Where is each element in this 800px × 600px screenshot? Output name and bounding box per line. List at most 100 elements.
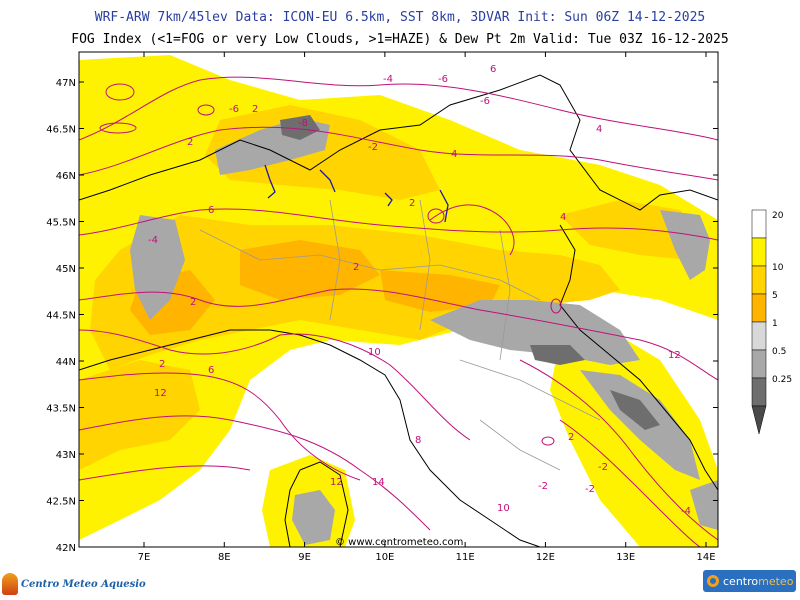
contour-label: 14 [372, 477, 385, 488]
fog-core-marche [610, 390, 660, 430]
colorbar-segment [751, 349, 767, 379]
lat-label: 47N [56, 78, 76, 89]
lon-label: 8E [218, 552, 231, 563]
haze-patch-emilia [380, 270, 500, 312]
lat-label: 42N [56, 543, 76, 554]
colorbar-label: 1 [772, 319, 778, 329]
coastline-corsica [284, 461, 349, 547]
dew-point-contours [79, 76, 718, 547]
contour-value-labels: -4 -6 -6 -8 -6 -4 -2 2 2 2 2 2 2 4 4 4 6 6 6 8 10 10 12 12 12 14 -… [148, 64, 691, 517]
contour-label: -4 [681, 506, 691, 517]
lakes [264, 164, 449, 223]
contour-label: 12 [154, 388, 167, 399]
regional-borders [199, 199, 601, 471]
contour-label: -8 [298, 118, 308, 129]
contour-label: -6 [480, 96, 490, 107]
haze-region-po-valley [90, 215, 620, 370]
aquesio-logo-icon [2, 573, 18, 595]
fog-region-apennines [430, 300, 640, 365]
lon-label: 14E [696, 552, 715, 563]
contour-label: 10 [368, 347, 381, 358]
contour-label: -2 [598, 462, 608, 473]
map-field-layer [79, 52, 718, 547]
lat-label: 43.5N [46, 404, 76, 415]
contour-label: 12 [668, 350, 681, 361]
latitude-axis: 47N 46.5N 46N 45.5N 45N 44.5N 44N 43.5N 43N 42.5N… [46, 78, 718, 554]
centrometeo-logo: centrometeo [703, 570, 796, 592]
contour-label: -2 [585, 484, 595, 495]
colorbar-label: 5 [772, 291, 778, 301]
field-and-valid-time-title: FOG Index (<1=FOG or very Low Clouds, >1… [71, 32, 729, 47]
colorbar-label: 10 [772, 263, 784, 273]
contour-label: 6 [208, 205, 214, 216]
lon-label: 7E [138, 552, 151, 563]
contour-label: 2 [159, 359, 165, 370]
contour-label: -2 [538, 481, 548, 492]
coastline-ligurian [79, 329, 541, 547]
contour-label: -4 [383, 74, 393, 85]
lat-label: 45.5N [46, 218, 76, 229]
contour-label: 4 [596, 124, 602, 135]
contour-label: 2 [252, 104, 258, 115]
contour-label: 4 [560, 212, 566, 223]
contour-label: 6 [490, 64, 496, 75]
centro-meteo-aquesio-logo: Centro Meteo Aquesio [2, 570, 146, 598]
lat-label: 46.5N [46, 125, 76, 136]
map-watermark: © www.centrometeo.com [335, 537, 463, 548]
lon-label: 12E [536, 552, 555, 563]
lat-label: 44N [56, 357, 76, 368]
fog-region-corsica [292, 490, 335, 545]
coastline-adriatic [559, 224, 718, 491]
fog-core-apennines [530, 345, 585, 365]
model-info-title: WRF-ARW 7km/45lev Data: ICON-EU 6.5km, S… [94, 10, 706, 25]
contour-label: 12 [330, 477, 343, 488]
lon-label: 10E [375, 552, 394, 563]
contour-label: 4 [451, 149, 457, 160]
colorbar-segment [751, 237, 767, 267]
fog-region-western-alps [130, 215, 185, 320]
contour-label: 8 [415, 435, 421, 446]
contour-label: 6 [208, 365, 214, 376]
longitude-axis: 7E 8E 9E 10E 11E 12E 13E 14E [138, 52, 716, 563]
lat-label: 43N [56, 450, 76, 461]
contour-label: 2 [409, 198, 415, 209]
contour-label: -4 [148, 235, 158, 246]
lon-label: 13E [616, 552, 635, 563]
colorbar-segment [751, 293, 767, 323]
contour-label: 2 [353, 262, 359, 273]
fog-region-adriatic-north [660, 210, 710, 280]
lat-label: 45N [56, 264, 76, 275]
contour-label: 2 [568, 432, 574, 443]
haze-region-south-west [79, 360, 200, 470]
colorbar-label: 20 [772, 211, 784, 221]
lat-label: 42.5N [46, 497, 76, 508]
contour-label: 2 [190, 297, 196, 308]
map-frame [78, 51, 719, 548]
haze-region-alps-north [205, 105, 440, 200]
colorbar-arrow [751, 405, 767, 435]
centrometeo-logo-text: centrometeo [723, 574, 794, 588]
colorbar-segment [751, 265, 767, 295]
haze-patch-lombardy [240, 240, 380, 300]
contour-label: -6 [229, 104, 239, 115]
lat-label: 46N [56, 171, 76, 182]
fog-region-abruzzo [690, 480, 718, 530]
colorbar-segment [751, 377, 767, 407]
lon-label: 9E [298, 552, 311, 563]
lon-label: 11E [456, 552, 475, 563]
colorbar-label: 0.5 [772, 347, 786, 357]
contour-label: 2 [187, 137, 193, 148]
aquesio-logo-text: Centro Meteo Aquesio [21, 578, 146, 590]
contour-label: -6 [438, 74, 448, 85]
colorbar-segment [751, 321, 767, 351]
fog-index-colorbar: 20 10 5 1 0.5 0.25 [751, 209, 792, 435]
colorbar-segment [751, 209, 767, 239]
colorbar-label: 0.25 [772, 375, 792, 385]
centrometeo-logo-icon [707, 575, 719, 587]
fog-core-alps [280, 115, 320, 140]
contour-label: 10 [497, 503, 510, 514]
lat-label: 44.5N [46, 311, 76, 322]
contour-label: -2 [368, 142, 378, 153]
country-borders [79, 74, 718, 211]
